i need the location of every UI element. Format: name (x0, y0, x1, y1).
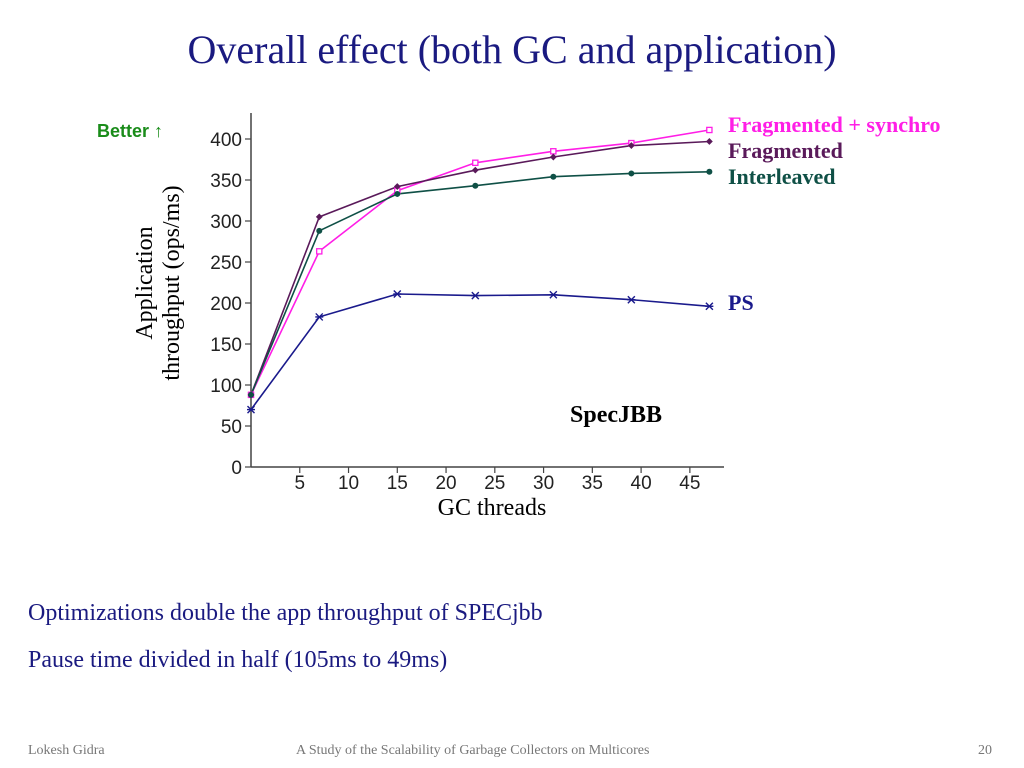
data-point-ps (315, 312, 324, 321)
data-point-ps (627, 295, 636, 304)
series-line-fragmented (250, 140, 710, 396)
x-tick-label: 25 (484, 473, 505, 494)
x-tick-label: 30 (533, 473, 554, 494)
y-tick-label: 250 (210, 253, 242, 274)
y-tick-label: 50 (221, 417, 242, 438)
data-point-ps (471, 291, 480, 300)
bullet-throughput: Optimizations double the app throughput … (28, 600, 543, 626)
x-tick-label: 45 (679, 473, 700, 494)
better-label: Better ↑ (97, 121, 164, 141)
slide-title: Overall effect (both GC and application) (187, 27, 837, 72)
series-line-interleaved (250, 171, 710, 396)
y-tick-label: 100 (210, 376, 242, 397)
data-point-ps (247, 405, 255, 414)
x-tick-label: 10 (338, 473, 359, 494)
y-tick-label: 150 (210, 335, 242, 356)
data-point-interleaved (472, 182, 479, 189)
x-tick-label: 20 (435, 473, 456, 494)
data-point-interleaved (316, 227, 323, 234)
x-tick-label: 35 (582, 473, 603, 494)
data-point-fragmented (549, 153, 557, 161)
data-point-interleaved (394, 190, 401, 197)
data-point-fragmented (705, 138, 713, 145)
data-point-ps (705, 302, 714, 311)
legend-label-ps: PS (728, 290, 754, 315)
data-point-ps (549, 290, 558, 299)
x-tick-label: 40 (631, 473, 652, 494)
data-point-fragmented-synchro (472, 159, 479, 167)
bullet-pause-time: Pause time divided in half (105ms to 49m… (28, 647, 448, 673)
data-point-fragmented (315, 213, 323, 221)
data-point-fragmented-synchro (706, 126, 713, 134)
x-tick-label: 15 (387, 473, 408, 494)
x-tick-label: 5 (294, 473, 305, 494)
y-tick-label: 200 (210, 294, 242, 315)
x-axis-label: GC threads (437, 495, 547, 521)
y-tick-label: 400 (210, 130, 242, 151)
data-point-fragmented-synchro (316, 248, 323, 255)
footer-author: Lokesh Gidra (28, 743, 105, 758)
data-point-ps (393, 289, 402, 298)
data-point-fragmented (393, 183, 401, 190)
chart-annotation: SpecJBB (570, 402, 663, 428)
data-point-interleaved (248, 391, 254, 398)
data-point-interleaved (706, 168, 713, 175)
footer-talk-title: A Study of the Scalability of Garbage Co… (296, 743, 650, 758)
y-tick-label: 350 (210, 171, 242, 192)
data-point-fragmented (627, 142, 635, 149)
data-point-fragmented (471, 166, 479, 174)
data-point-fragmented-synchro (550, 148, 557, 155)
legend-label-interleaved: Interleaved (728, 164, 836, 189)
y-tick-label: 0 (231, 458, 242, 479)
footer-page-number: 20 (978, 743, 992, 758)
data-point-interleaved (550, 173, 557, 180)
data-point-interleaved (628, 170, 635, 177)
legend-label-fragmented: Fragmented (728, 138, 843, 163)
series-line-ps (250, 293, 710, 411)
y-tick-label: 300 (210, 212, 242, 233)
legend-label-fragmented-synchro: Fragmented + synchro (728, 112, 941, 137)
